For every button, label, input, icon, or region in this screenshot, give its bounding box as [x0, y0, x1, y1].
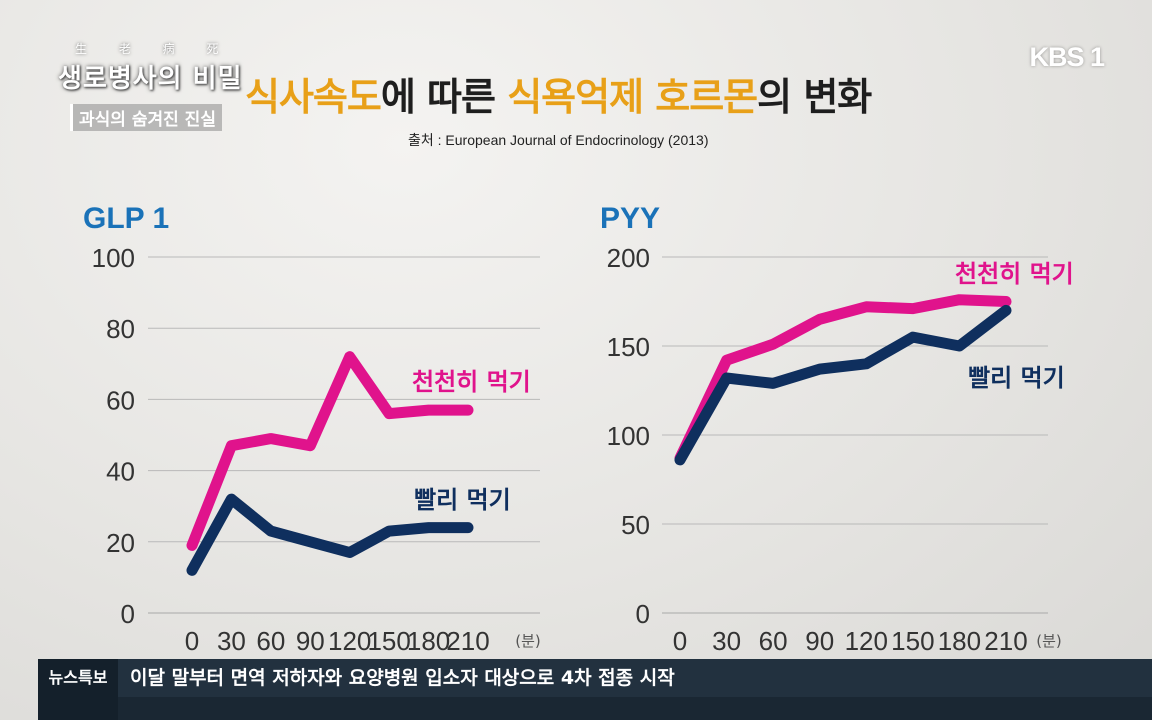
pyy-series-fast-label: 빨리 먹기 — [968, 364, 1065, 392]
glp1-series-slow-label: 천천히 먹기 — [412, 368, 531, 396]
pyy-y-tick-100: 100 — [607, 421, 650, 451]
glp1-series-fast-line — [186, 493, 474, 576]
pyy-x-tick-180: 180 — [938, 626, 981, 656]
glp1-x-tick-180: 180 — [407, 626, 450, 656]
glp1-x-tick-210: 210 — [446, 626, 489, 656]
pyy-x-tick-90: 90 — [805, 626, 834, 656]
show-logo-subtitle: 과식의 숨겨진 진실 — [70, 104, 222, 131]
show-logo-hanja: 生 老 病 死 — [75, 42, 233, 56]
glp1-series-fast-label: 빨리 먹기 — [414, 486, 511, 514]
source-citation: 출처 : European Journal of Endocrinology (… — [408, 132, 709, 148]
news-ticker-tag-lower — [38, 697, 118, 720]
pyy-series-fast-line — [674, 304, 1012, 466]
pyy-y-tick-50: 50 — [621, 510, 650, 540]
news-ticker-lower-band — [118, 697, 1152, 720]
glp1-y-tick-100: 100 — [92, 243, 135, 273]
pyy-x-tick-120: 120 — [845, 626, 888, 656]
glp1-x-unit: (분) — [515, 632, 541, 650]
news-ticker-text: 이달 말부터 면역 저하자와 요양병원 입소자 대상으로 4차 접종 시작 — [130, 667, 675, 689]
pyy-x-tick-210: 210 — [984, 626, 1027, 656]
channel-logo: KBS 1 — [1029, 42, 1105, 72]
glp1-series-slow-line — [186, 351, 474, 551]
glp1-axis-title: GLP 1 — [83, 202, 169, 235]
glp1-x-tick-30: 30 — [217, 626, 246, 656]
pyy-x-unit: (분) — [1036, 632, 1062, 650]
pyy-x-tick-150: 150 — [891, 626, 934, 656]
glp1-y-tick-60: 60 — [106, 385, 135, 415]
glp1-y-tick-80: 80 — [106, 314, 135, 344]
glp1-y-tick-40: 40 — [106, 457, 135, 487]
glp1-y-tick-0: 0 — [121, 599, 135, 629]
pyy-y-tick-0: 0 — [636, 599, 650, 629]
glp1-x-tick-120: 120 — [328, 626, 371, 656]
chart-main-title: 식사속도에 따른 식욕억제 호르몬의 변화 — [245, 66, 872, 121]
pyy-series-slow-label: 천천히 먹기 — [955, 260, 1074, 288]
glp1-x-tick-0: 0 — [185, 626, 199, 656]
show-logo-title: 생로병사의 비밀 — [58, 64, 243, 94]
title-part-eating-speed: 식사속도 — [245, 75, 382, 119]
glp1-x-tick-150: 150 — [367, 626, 410, 656]
pyy-x-tick-60: 60 — [759, 626, 788, 656]
pyy-y-tick-150: 150 — [607, 332, 650, 362]
title-part-change: 의 변화 — [757, 75, 872, 119]
pyy-y-tick-200: 200 — [607, 243, 650, 273]
pyy-x-tick-0: 0 — [673, 626, 687, 656]
news-ticker: 뉴스특보 이달 말부터 면역 저하자와 요양병원 입소자 대상으로 4차 접종 … — [38, 659, 1152, 720]
title-part-connector: 에 따른 — [380, 75, 508, 119]
pyy-x-tick-30: 30 — [712, 626, 741, 656]
news-ticker-tag: 뉴스특보 — [38, 659, 118, 697]
pyy-axis-title: PYY — [600, 202, 660, 235]
glp1-x-tick-60: 60 — [256, 626, 285, 656]
pyy-series-slow-line — [674, 294, 1012, 464]
glp1-y-tick-20: 20 — [106, 528, 135, 558]
title-part-hormone: 식욕억제 호르몬 — [507, 75, 758, 119]
glp1-x-tick-90: 90 — [296, 626, 325, 656]
